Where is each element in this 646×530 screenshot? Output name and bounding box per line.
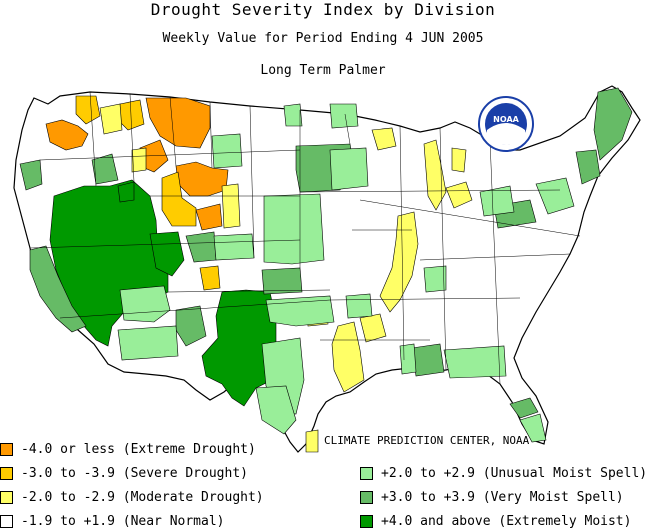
moderate-drought-ms [331, 321, 365, 393]
extremely-moist-ut [149, 231, 185, 277]
unusual-moist-wi2 [329, 103, 359, 129]
severe-drought-id [161, 171, 197, 227]
unusual-moist-ia [329, 147, 369, 191]
moderate-drought-wy3 [221, 183, 241, 229]
legend-swatch [0, 442, 13, 456]
very-moist-fl [509, 397, 539, 419]
moderate-drought-wa [99, 103, 123, 135]
noaa-logo-icon: NOAA [478, 96, 534, 152]
legend-label: +3.0 to +3.9 (Very Moist Spell) [381, 489, 624, 505]
legend-label: -1.9 to +1.9 (Near Normal) [21, 513, 225, 529]
very-moist-ne2 [593, 87, 633, 161]
unusual-moist-in [423, 265, 447, 293]
moderate-drought-id2 [131, 147, 147, 173]
legend-item-extremely-moist: +4.0 and above (Extremely Moist) [360, 513, 631, 529]
index-name: Long Term Palmer [260, 63, 386, 78]
legend-item-near-normal: -1.9 to +1.9 (Near Normal) [0, 513, 225, 529]
moderate-drought-wi [371, 127, 397, 151]
legend-label: -4.0 or less (Extreme Drought) [21, 441, 256, 457]
moderate-drought-mi2 [451, 147, 467, 173]
extreme-drought-nw [45, 119, 89, 151]
unusual-moist-ks [263, 193, 325, 265]
legend-item-unusual-moist: +2.0 to +2.9 (Unusual Moist Spell) [360, 465, 646, 481]
legend-item-severe-drought: -3.0 to -3.9 (Severe Drought) [0, 465, 248, 481]
extreme-drought-co [199, 265, 221, 291]
legend-swatch [360, 466, 373, 480]
very-moist-or [19, 159, 43, 191]
unusual-moist-az2 [117, 325, 179, 361]
legend-label: +2.0 to +2.9 (Unusual Moist Spell) [381, 465, 646, 481]
very-moist-ca [29, 245, 87, 333]
unusual-moist-ny [535, 177, 575, 215]
unusual-moist-fl2 [519, 413, 547, 443]
unusual-moist-oh [479, 185, 515, 217]
map-title: Drought Severity Index by Division [150, 0, 496, 19]
extremely-moist-wy4 [117, 181, 135, 203]
legend-swatch [0, 466, 13, 480]
unusual-moist-mt [211, 133, 243, 169]
extreme-drought-mt [145, 97, 211, 149]
legend-item-extreme-drought: -4.0 or less (Extreme Drought) [0, 441, 256, 457]
legend-swatch [0, 514, 13, 528]
legend-label: -3.0 to -3.9 (Severe Drought) [21, 465, 248, 481]
very-moist-ms2 [411, 343, 445, 377]
unusual-moist-ms3 [399, 343, 417, 375]
unusual-moist-ar [345, 293, 373, 319]
legend-swatch [360, 490, 373, 504]
us-climate-division-map [13, 85, 641, 453]
very-moist-ne [261, 267, 303, 295]
moderate-drought-tx [305, 429, 319, 453]
moderate-drought-mi [423, 139, 447, 211]
legend-label: +4.0 and above (Extremely Moist) [381, 513, 632, 529]
credit-line: CLIMATE PREDICTION CENTER, NOAA [324, 434, 530, 447]
noaa-logo-text: NOAA [493, 115, 519, 124]
moderate-drought-mi3 [445, 181, 473, 209]
very-moist-ne3 [575, 149, 601, 185]
legend-swatch [0, 490, 13, 504]
severe-drought-or [75, 95, 101, 125]
unusual-moist-ok [265, 295, 335, 327]
legend-swatch [360, 514, 373, 528]
very-moist-id3 [91, 153, 119, 185]
extreme-drought-wy2 [195, 203, 223, 231]
legend-item-very-moist: +3.0 to +3.9 (Very Moist Spell) [360, 489, 624, 505]
division-boundaries [29, 91, 581, 385]
unusual-moist-al [443, 345, 507, 379]
legend-label: -2.0 to -2.9 (Moderate Drought) [21, 489, 264, 505]
unusual-moist-wa2 [283, 103, 303, 127]
map-subtitle: Weekly Value for Period Ending 4 JUN 200… [162, 31, 484, 46]
unusual-moist-co2 [213, 233, 255, 261]
moderate-drought-la [359, 313, 387, 343]
moderate-drought-il [379, 211, 419, 313]
unusual-moist-tx2 [255, 385, 297, 435]
legend-item-moderate-drought: -2.0 to -2.9 (Moderate Drought) [0, 489, 264, 505]
